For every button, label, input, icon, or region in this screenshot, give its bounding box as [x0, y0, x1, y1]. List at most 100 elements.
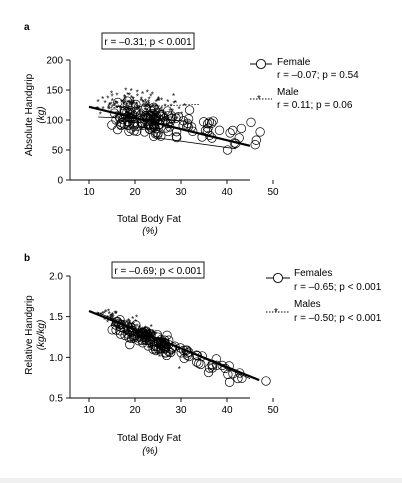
female-point [149, 102, 159, 112]
male-point: * [169, 102, 172, 111]
female-point [126, 124, 136, 134]
panel-a-annotation: r = –0.31; p < 0.001 [104, 37, 192, 48]
female-point [208, 116, 218, 126]
male-point: * [130, 87, 133, 96]
male-point: * [123, 93, 126, 102]
panel-a-legend-female-name: Female [277, 57, 311, 68]
male-point: * [151, 328, 154, 337]
male-point: * [136, 328, 139, 337]
male-point: * [156, 351, 159, 360]
female-point [162, 106, 173, 116]
male-point: * [134, 318, 137, 327]
male-point: * [135, 100, 138, 109]
male-point: * [131, 96, 134, 105]
female-point [191, 350, 202, 360]
male-point: * [154, 104, 157, 113]
male-point: * [173, 349, 176, 358]
male-point: * [151, 331, 154, 340]
male-point: * [161, 347, 164, 356]
female-point [255, 127, 265, 137]
y-tick-label: 0 [57, 176, 63, 187]
male-point: * [160, 97, 163, 106]
overall-fit-line [88, 309, 260, 382]
female-point [157, 110, 167, 120]
female-point [131, 99, 141, 110]
male-point: * [137, 105, 140, 114]
male-point: * [150, 110, 153, 119]
male-point: * [155, 338, 158, 347]
male-point: * [105, 315, 108, 324]
panel-a-legend-male-marker: * [257, 94, 261, 105]
male-point: * [125, 319, 128, 328]
male-point: * [128, 319, 131, 328]
male-point: * [144, 324, 147, 333]
panel-b-x-ticks: 10 20 30 40 50 [83, 398, 279, 416]
male-point: * [126, 91, 129, 100]
male-point: * [108, 102, 111, 111]
male-point: * [109, 317, 112, 326]
male-point: * [152, 336, 155, 345]
female-point [233, 373, 243, 384]
male-point: * [177, 111, 180, 120]
male-point: * [97, 98, 100, 107]
male-point: * [143, 338, 146, 347]
male-point: * [107, 308, 110, 317]
male-point: * [159, 339, 162, 348]
male-point: * [137, 333, 140, 342]
male-point: * [147, 344, 150, 353]
male-point: * [154, 106, 157, 115]
male-point: * [147, 344, 150, 353]
male-point: * [135, 314, 138, 323]
female-point [153, 344, 164, 354]
male-point: * [149, 108, 152, 117]
male-point: * [139, 97, 142, 106]
male-point: * [161, 348, 164, 357]
female-point [170, 341, 180, 351]
male-point: * [123, 98, 126, 107]
male-point: * [108, 105, 111, 114]
panel-a-legend: Female r = –0.07; p = 0.54 * Male r = 0.… [250, 57, 359, 111]
male-point: * [156, 97, 159, 106]
female-point [204, 117, 215, 127]
female-point [222, 145, 233, 155]
panel-a-y-ticks: 0 50 100 150 200 [46, 56, 70, 187]
male-point: * [147, 338, 150, 347]
panel-a-legend-female-stat: r = –0.07; p = 0.54 [277, 70, 359, 81]
y-tick-label: 2.0 [49, 272, 63, 283]
male-point: * [149, 340, 152, 349]
male-point: * [132, 100, 135, 109]
female-point [132, 333, 143, 343]
male-point: * [161, 343, 164, 352]
male-point: * [140, 333, 143, 342]
female-point [179, 353, 189, 363]
male-point: * [149, 334, 152, 343]
panel-b-legend-female-stat: r = –0.65; p < 0.001 [294, 282, 382, 293]
male-point: * [152, 109, 155, 118]
female-point [217, 360, 227, 371]
male-point: * [168, 107, 171, 116]
male-point: * [124, 331, 127, 340]
x-tick-label: 30 [175, 405, 187, 416]
male-point: * [147, 112, 150, 121]
female-point [197, 132, 207, 142]
male-point: * [160, 105, 163, 114]
male-point: * [141, 90, 144, 99]
male-point: * [183, 102, 186, 111]
male-point: * [126, 101, 129, 110]
male-point: * [114, 99, 117, 108]
male-point: * [146, 89, 149, 98]
female-point [149, 131, 159, 141]
male-point: * [149, 93, 152, 102]
male-point: * [128, 334, 131, 343]
female-point [214, 125, 225, 135]
female-point [206, 118, 217, 128]
male-point: * [147, 103, 150, 112]
male-point: * [177, 105, 180, 114]
panel-b-letter: b [24, 253, 30, 264]
female-point [107, 325, 117, 335]
female-point [250, 140, 260, 150]
male-point: * [152, 343, 155, 352]
male-fit-line [107, 104, 200, 109]
male-point: * [142, 327, 145, 336]
y-tick-label: 50 [52, 146, 64, 157]
